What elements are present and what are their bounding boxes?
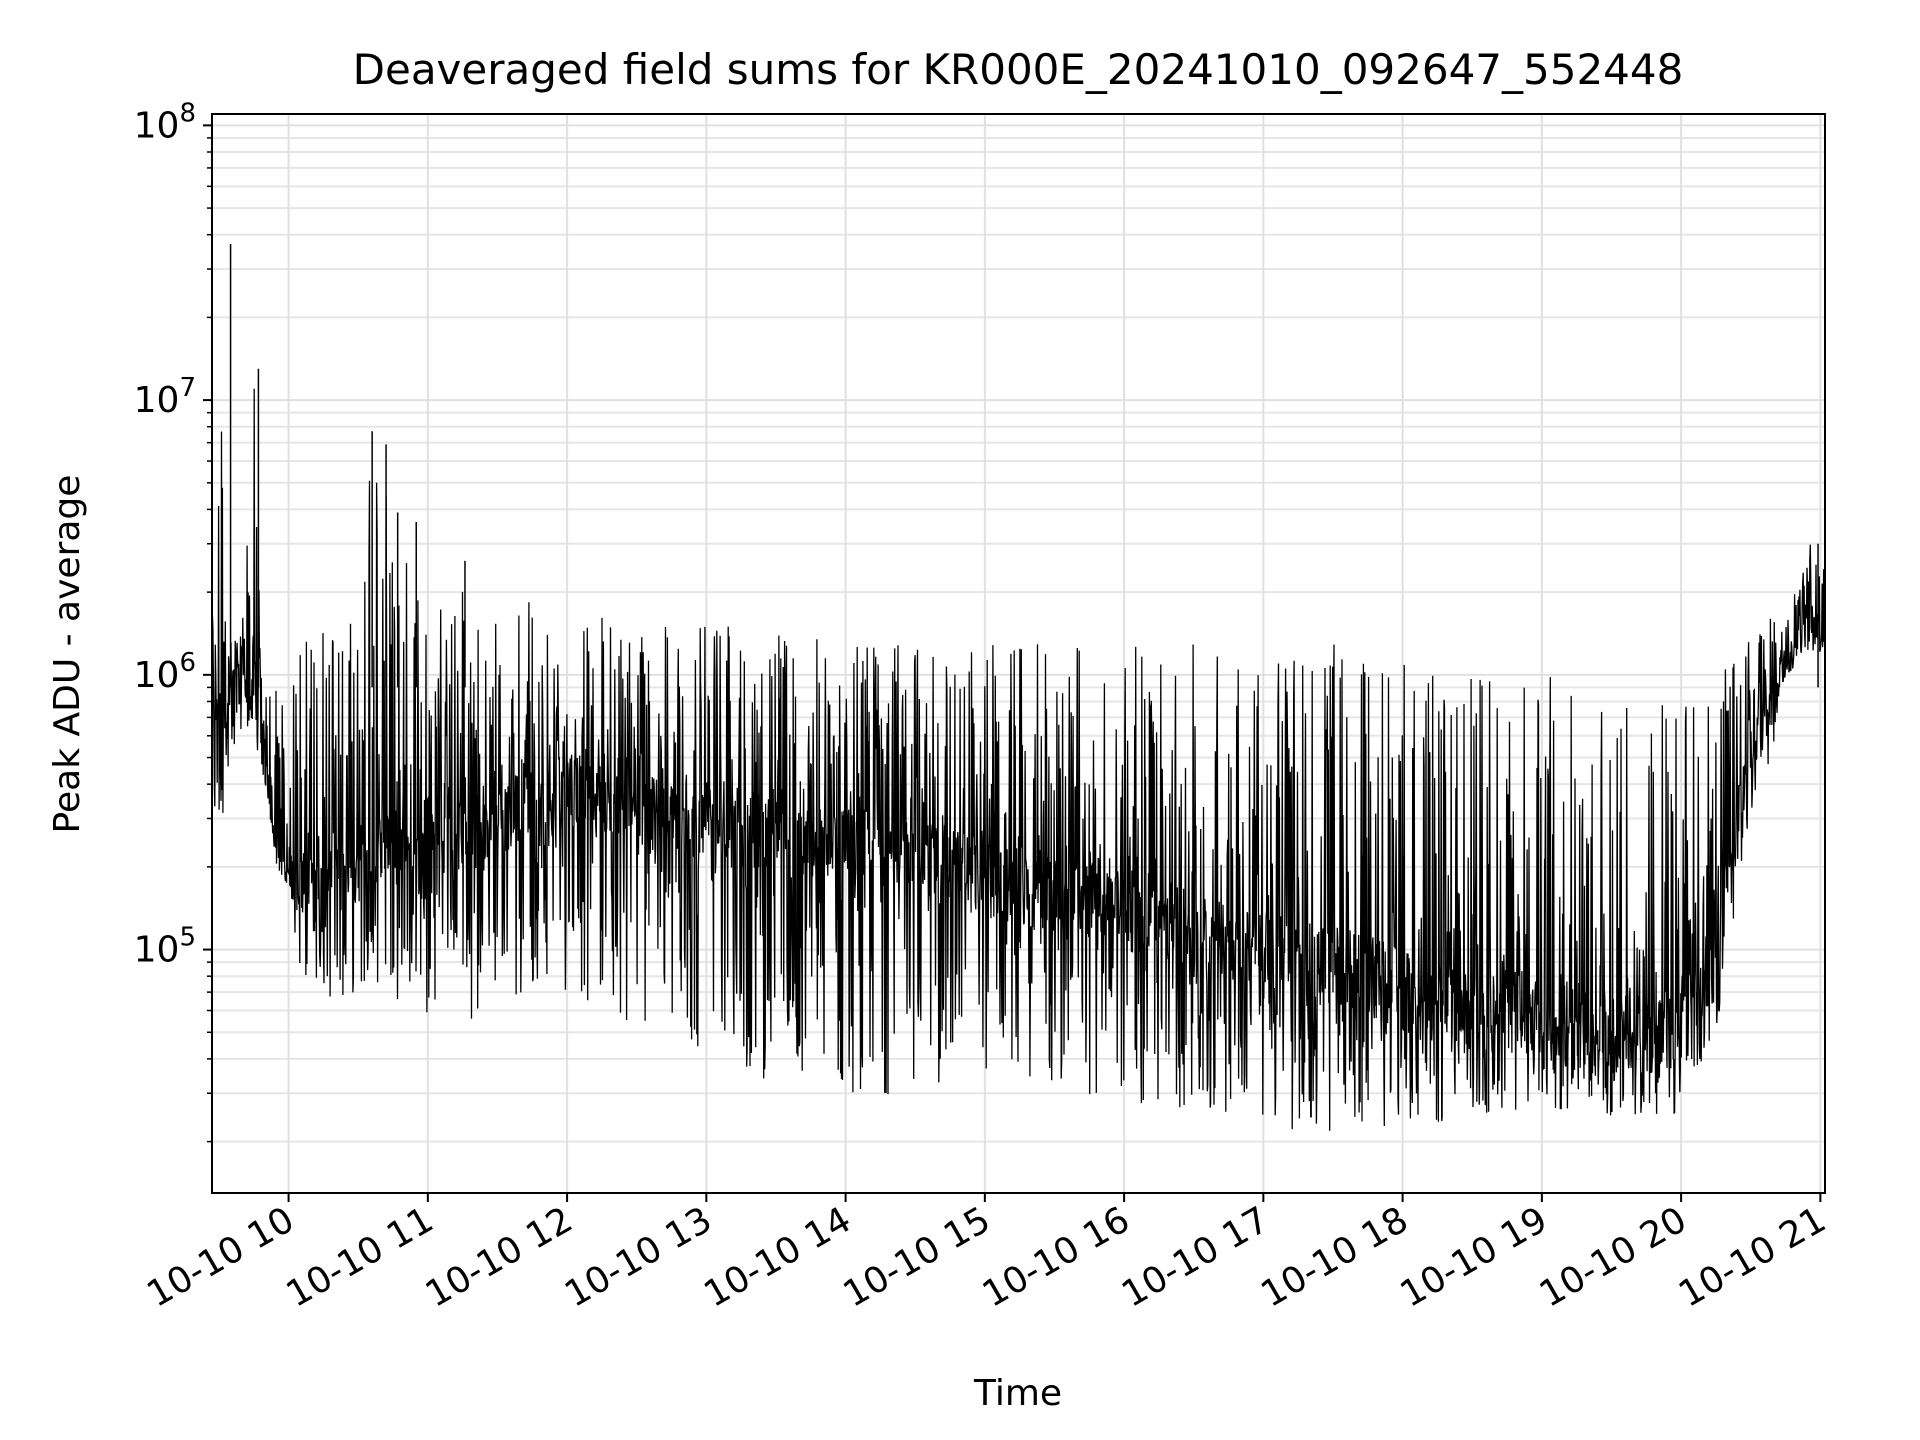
- y-axis-ticks: 105 106 107 108: [134, 98, 212, 1143]
- y-tick-label: 107: [134, 373, 196, 421]
- plot-frame: [211, 113, 1826, 1194]
- x-axis-label: Time: [973, 1373, 1062, 1414]
- series-layer: [211, 244, 1826, 1131]
- y-tick-label: 105: [134, 923, 196, 971]
- y-tick-label: 108: [134, 98, 196, 146]
- chart-title: Deaveraged field sums for KR000E_2024101…: [353, 45, 1684, 94]
- series-line: [211, 388, 1826, 1131]
- y-tick-label: 106: [134, 648, 196, 696]
- y-axis-label: Peak ADU - average: [47, 475, 88, 834]
